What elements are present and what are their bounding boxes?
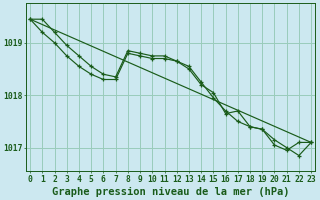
X-axis label: Graphe pression niveau de la mer (hPa): Graphe pression niveau de la mer (hPa) [52, 186, 289, 197]
